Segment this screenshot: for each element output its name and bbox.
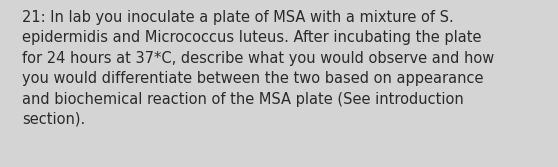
Text: 21: In lab you inoculate a plate of MSA with a mixture of S.
epidermidis and Mic: 21: In lab you inoculate a plate of MSA … [22, 10, 494, 127]
